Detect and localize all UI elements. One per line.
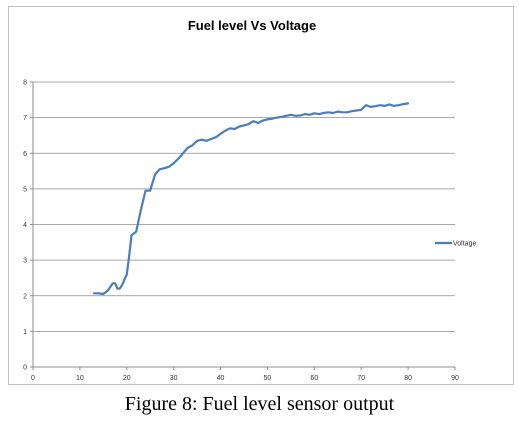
- y-tick-label: 5: [23, 186, 27, 193]
- series-line-voltage: [92, 102, 410, 296]
- y-tick-label: 1: [23, 329, 27, 336]
- x-tick-label: 50: [264, 375, 272, 382]
- series-group: [92, 102, 410, 296]
- x-tick-label: 30: [170, 375, 178, 382]
- legend: Voltage: [435, 241, 476, 248]
- y-tick-label: 4: [23, 222, 27, 229]
- figure-caption: Figure 8: Fuel level sensor output: [124, 393, 395, 415]
- y-tick-label: 8: [23, 80, 27, 87]
- x-tick-label: 80: [404, 375, 412, 382]
- x-tick-label: 10: [76, 375, 84, 382]
- y-tick-label: 6: [23, 151, 27, 158]
- y-axis-ticks: 0 1 2 3 4 5 6 7 8: [23, 80, 33, 372]
- x-tick-label: 60: [310, 375, 318, 382]
- x-tick-label: 70: [357, 375, 365, 382]
- y-tick-label: 3: [23, 258, 27, 265]
- x-tick-label: 90: [451, 375, 459, 382]
- gridlines: [33, 81, 455, 332]
- x-tick-label: 40: [217, 375, 225, 382]
- y-tick-label: 0: [23, 365, 27, 372]
- chart-title: Fuel level Vs Voltage: [187, 18, 317, 33]
- legend-label: Voltage: [453, 241, 476, 248]
- x-tick-label: 0: [31, 375, 35, 382]
- x-tick-label: 20: [123, 375, 131, 382]
- y-tick-label: 7: [23, 115, 27, 122]
- chart-frame: [8, 6, 514, 385]
- y-tick-label: 2: [23, 293, 27, 300]
- x-axis-ticks: 0 10 20 30 40 50 60 70 80 90: [31, 367, 459, 382]
